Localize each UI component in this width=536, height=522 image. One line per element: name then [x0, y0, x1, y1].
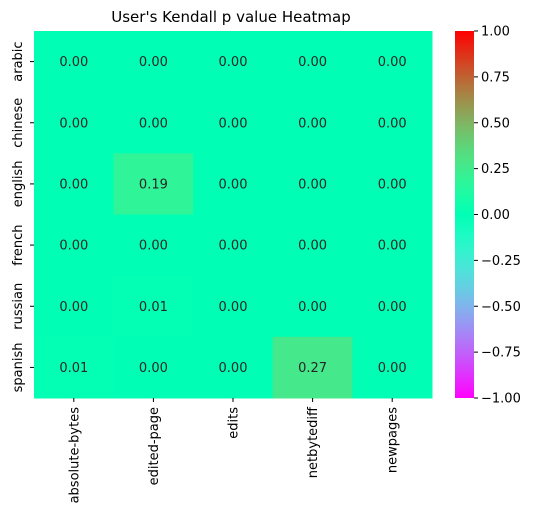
y-tick-label: french	[11, 224, 26, 265]
colorbar-gradient	[455, 31, 474, 398]
heatmap-cell-spanish-netbytediff	[272, 336, 353, 399]
heatmap-cell-russian-netbytediff	[272, 275, 353, 338]
cell-label: 0.00	[219, 300, 248, 315]
cell-label: 0.00	[378, 177, 407, 192]
x-tick-label: edited-page	[147, 407, 162, 485]
heatmap-cell-english-absolute-bytes	[34, 153, 115, 215]
heatmap-cell-chinese-newpages	[352, 92, 433, 154]
heatmap-cell-french-absolute-bytes	[34, 214, 115, 277]
colorbar-tick-label: 0.25	[481, 162, 510, 177]
cell-label: 0.00	[378, 361, 407, 376]
heatmap-cell-english-edits	[193, 153, 274, 215]
cell-label: 0.19	[139, 177, 168, 192]
heatmap-cell-chinese-netbytediff	[272, 92, 353, 154]
heatmap-cells	[34, 31, 433, 399]
heatmap-cell-french-netbytediff	[272, 214, 353, 277]
cell-label: 0.00	[219, 361, 248, 376]
heatmap-cell-arabic-newpages	[352, 31, 433, 93]
heatmap-cell-english-edited-page	[113, 153, 194, 215]
cell-label: 0.00	[139, 55, 168, 70]
cell-label: 0.01	[139, 300, 168, 315]
heatmap-cell-russian-edits	[193, 275, 274, 338]
colorbar-tick-label: 0.50	[481, 116, 510, 131]
heatmap-cell-spanish-edited-page	[113, 336, 194, 399]
x-tick-label: netbytediff	[306, 406, 321, 478]
x-axis: absolute-bytes edited-page edits netbytedif…	[67, 398, 401, 504]
cell-label: 0.00	[59, 177, 88, 192]
cell-label: 0.00	[298, 177, 327, 192]
colorbar-tick-label: −1.00	[481, 392, 521, 407]
cell-label: 0.00	[139, 361, 168, 376]
cell-label: 0.00	[59, 300, 88, 315]
y-tick-label: russian	[11, 283, 26, 330]
cell-label: 0.00	[378, 300, 407, 315]
cell-label: 0.01	[59, 361, 88, 376]
heatmap-cell-russian-absolute-bytes	[34, 275, 115, 338]
cell-label: 0.00	[59, 116, 88, 131]
x-tick-label: newpages	[386, 407, 401, 473]
heatmap-cell-spanish-newpages	[352, 336, 433, 399]
cell-label: 0.00	[298, 55, 327, 70]
colorbar-tick-label: 1.00	[481, 25, 510, 40]
x-tick-label: edits	[227, 407, 242, 439]
cell-label: 0.00	[59, 55, 88, 70]
y-tick-label: chinese	[11, 98, 26, 148]
cell-label: 0.00	[219, 177, 248, 192]
y-tick-label: english	[11, 161, 26, 208]
heatmap-cell-french-edited-page	[113, 214, 194, 277]
cell-label: 0.00	[378, 239, 407, 254]
cell-label: 0.00	[139, 239, 168, 254]
heatmap-cell-chinese-edits	[193, 92, 274, 154]
cell-label: 0.00	[298, 116, 327, 131]
heatmap-cell-arabic-absolute-bytes	[34, 31, 115, 93]
cell-label: 0.00	[219, 239, 248, 254]
colorbar-tick-label: −0.25	[481, 254, 521, 269]
colorbar: 1.00 0.75 0.50 0.25 0.00 −0.25 −0.50 −0.75 −1.00	[455, 25, 521, 407]
cell-label: 0.00	[219, 116, 248, 131]
cell-label: 0.00	[378, 55, 407, 70]
heatmap-cell-arabic-edited-page	[113, 31, 194, 93]
colorbar-tick-label: −0.75	[481, 346, 521, 361]
heatmap-cell-spanish-absolute-bytes	[34, 336, 115, 399]
heatmap-cell-french-newpages	[352, 214, 433, 277]
heatmap-cell-chinese-absolute-bytes	[34, 92, 115, 154]
cell-label: 0.00	[139, 116, 168, 131]
y-tick-label: spanish	[11, 342, 26, 392]
colorbar-tick-label: 0.00	[481, 208, 510, 223]
cell-label: 0.27	[298, 361, 327, 376]
y-tick-label: arabic	[11, 41, 26, 81]
cell-label: 0.00	[219, 55, 248, 70]
colorbar-tick-label: 0.75	[481, 70, 510, 85]
cell-label: 0.00	[378, 116, 407, 131]
cell-label: 0.00	[298, 300, 327, 315]
heatmap-cell-spanish-edits	[193, 336, 274, 399]
cell-label: 0.00	[298, 239, 327, 254]
chart-title: User's Kendall p value Heatmap	[111, 8, 350, 26]
heatmap-annotations: 0.00 0.00 0.00 0.00 0.00 0.00 0.00 0.00 0.00 0.00…	[59, 55, 406, 376]
heatmap-cell-arabic-netbytediff	[272, 31, 353, 93]
x-tick-label: absolute-bytes	[67, 407, 82, 504]
heatmap-cell-english-netbytediff	[272, 153, 353, 215]
heatmap-cell-arabic-edits	[193, 31, 274, 93]
colorbar-tick-label: −0.50	[481, 300, 521, 315]
heatmap-cell-russian-newpages	[352, 275, 433, 338]
heatmap-cell-english-newpages	[352, 153, 433, 215]
heatmap-cell-french-edits	[193, 214, 274, 277]
cell-label: 0.00	[59, 239, 88, 254]
y-axis: arabic chinese english french russian spanish	[11, 41, 34, 392]
heatmap-cell-russian-edited-page	[113, 275, 194, 338]
heatmap-cell-chinese-edited-page	[113, 92, 194, 154]
